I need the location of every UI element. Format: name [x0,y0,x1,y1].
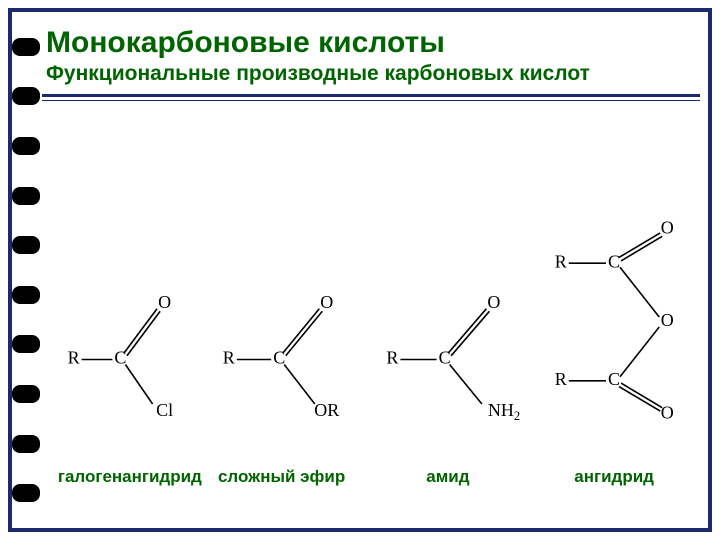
svg-text:OR: OR [314,400,339,420]
slide-frame: Монокарбоновые кислоты Функциональные пр… [8,8,712,532]
svg-text:R: R [67,348,79,368]
binder-hole [12,335,40,353]
svg-text:C: C [439,348,451,368]
label-anhydride: ангидрид [544,467,684,487]
binder-hole [12,484,40,502]
molecule-anhydride: R R C C O O O [544,217,684,427]
binder-hole [12,187,40,205]
svg-text:O: O [661,310,674,330]
svg-text:C: C [114,348,126,368]
molecules-row: R C O Cl R C O OR R C O NH2 R R C C O O O [42,107,700,437]
labels-row: галогенангидрид сложный эфир амид ангидрид [42,437,700,487]
binder-hole [12,385,40,403]
slide-content: Монокарбоновые кислоты Функциональные пр… [42,20,700,520]
molecule-acyl-chloride: R C O Cl [58,277,188,427]
binder-hole [12,87,40,105]
svg-text:NH2: NH2 [488,400,520,423]
label-ester: сложный эфир [212,467,352,487]
svg-text:R: R [222,348,234,368]
svg-text:O: O [488,292,501,312]
svg-text:C: C [273,348,285,368]
binder-holes [12,12,40,528]
slide-subtitle: Функциональные производные карбоновых ки… [42,62,700,92]
svg-text:C: C [608,251,620,271]
label-amide: амид [375,467,520,487]
binder-hole [12,435,40,453]
label-acyl-chloride: галогенангидрид [58,467,188,487]
svg-text:O: O [320,292,333,312]
svg-text:O: O [661,218,674,238]
binder-hole [12,137,40,155]
title-rule [42,94,700,101]
svg-text:O: O [158,292,171,312]
svg-text:R: R [555,251,567,271]
svg-text:O: O [661,403,674,423]
svg-text:C: C [608,369,620,389]
svg-text:R: R [555,369,567,389]
molecule-amide: R C O NH2 [375,277,520,427]
binder-hole [12,38,40,56]
svg-text:Cl: Cl [156,400,173,420]
slide-title: Монокарбоновые кислоты [42,20,700,62]
svg-text:R: R [387,348,399,368]
molecule-ester: R C O OR [212,277,352,427]
binder-hole [12,236,40,254]
binder-hole [12,286,40,304]
